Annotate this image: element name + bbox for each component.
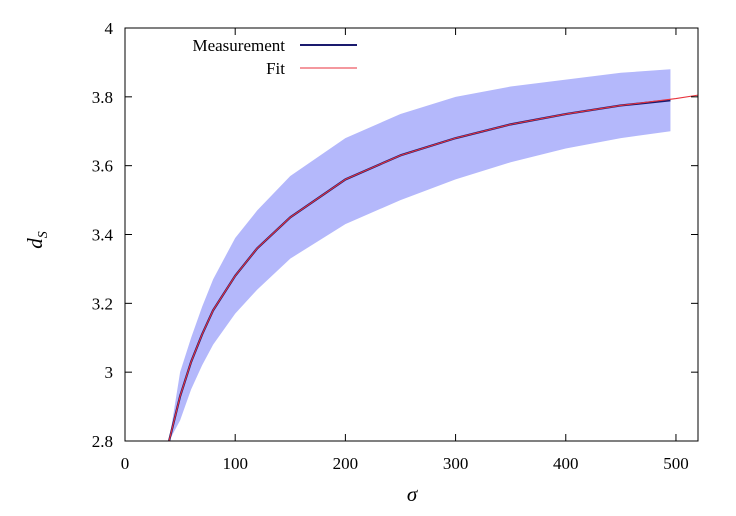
y-tick-label: 4 [105,19,114,38]
y-tick-label: 3.4 [92,226,114,245]
x-tick-label: 400 [553,454,579,473]
svg-text:dS: dS [23,231,51,249]
x-tick-label: 500 [663,454,689,473]
series-line-layer [168,94,699,442]
y-axis-label: dS [23,231,51,249]
error-band-layer [169,69,671,442]
x-tick-label: 0 [121,454,130,473]
y-tick-label: 3 [105,363,114,382]
legend-label-measurement: Measurement [192,36,285,55]
tick-layer: 0 100 200 300 400 500 2.8 3 3.2 3.4 3.6 3.8 4 [92,19,698,473]
fit-line [168,94,699,442]
y-tick-label: 3.2 [92,294,113,313]
legend: Measurement Fit [192,36,357,78]
y-tick-label: 3.8 [92,88,113,107]
y-tick-label: 3.6 [92,157,113,176]
y-tick-label: 2.8 [92,432,113,451]
y-axis-label-subscript: S [36,231,51,238]
x-tick-label: 200 [333,454,359,473]
x-axis-label: σ [407,482,419,506]
measurement-error-band [169,69,671,442]
x-tick-label: 300 [443,454,469,473]
x-tick-label: 100 [222,454,248,473]
y-axis-label-main: d [23,238,47,249]
legend-label-fit: Fit [266,59,285,78]
